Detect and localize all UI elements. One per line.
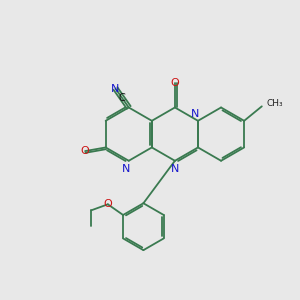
Text: CH₃: CH₃ [267, 99, 283, 108]
Text: N: N [111, 83, 120, 94]
Text: N: N [171, 164, 179, 174]
Text: C: C [119, 93, 125, 103]
Text: O: O [103, 199, 112, 209]
Text: N: N [122, 164, 130, 174]
Text: O: O [170, 78, 179, 88]
Text: O: O [81, 146, 89, 156]
Text: N: N [191, 109, 200, 119]
